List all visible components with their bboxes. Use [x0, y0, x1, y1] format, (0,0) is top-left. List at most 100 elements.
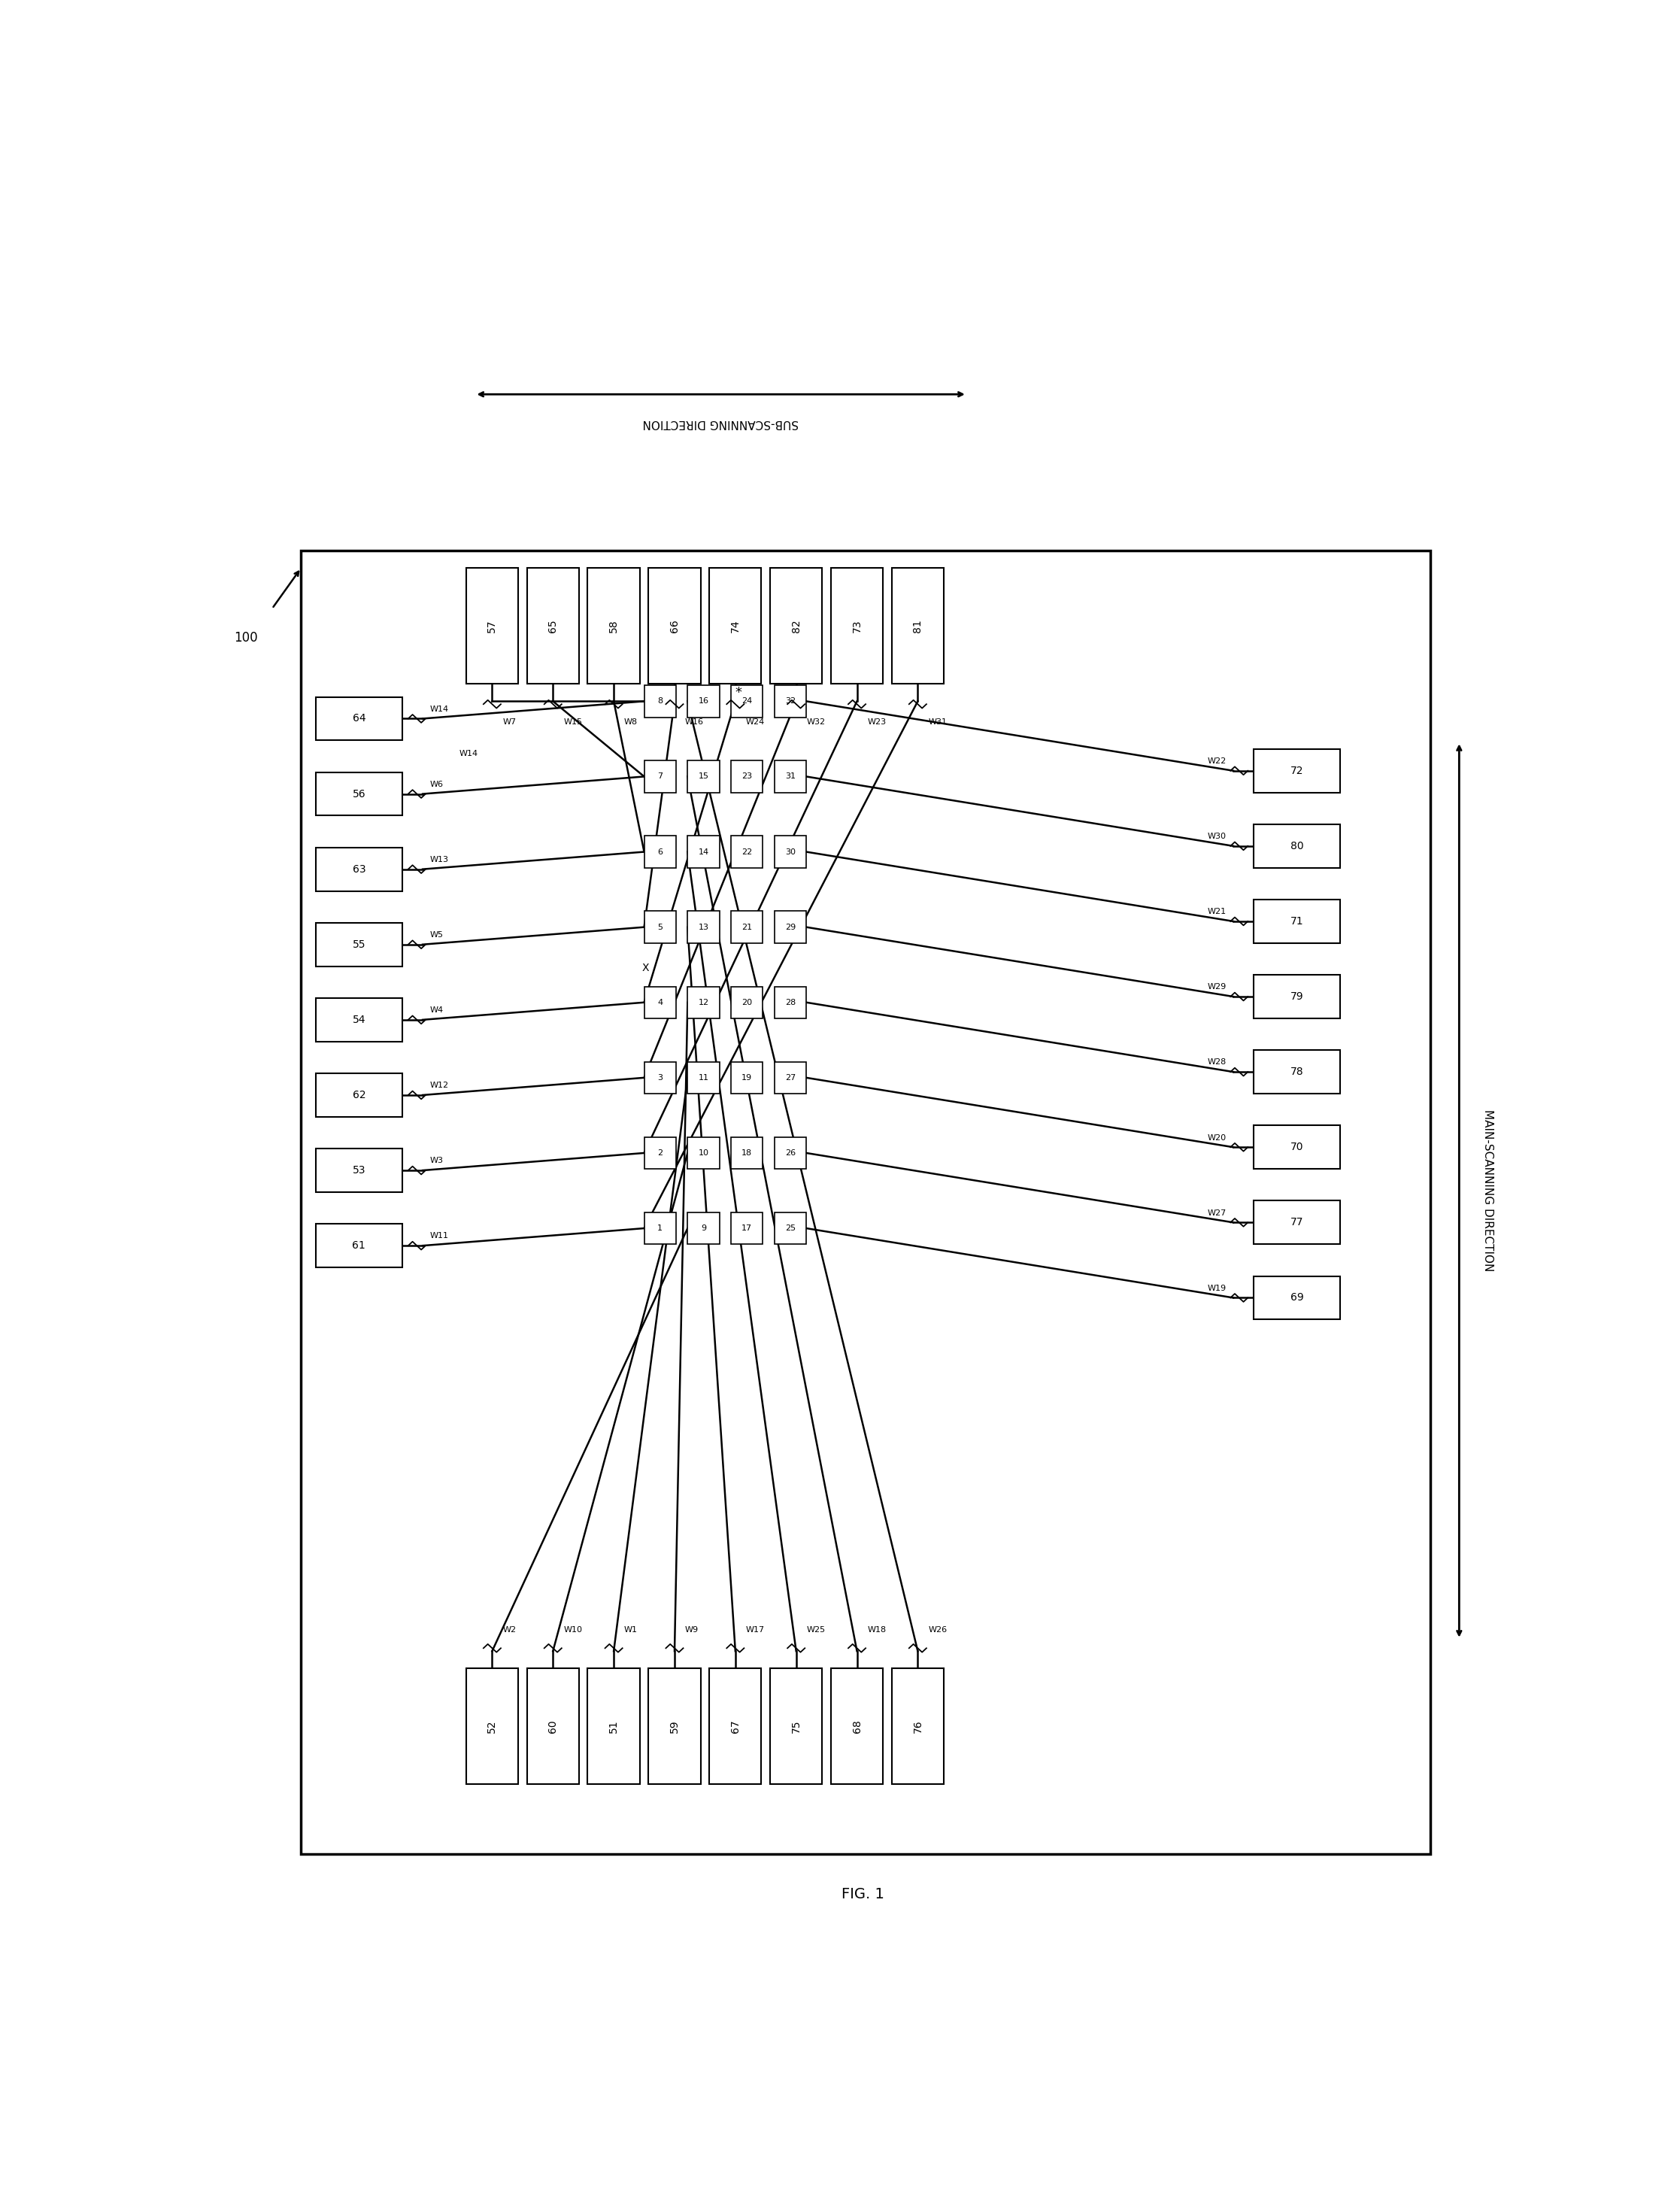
Text: 22: 22 — [741, 847, 753, 856]
Text: W12: W12 — [430, 1082, 449, 1089]
FancyBboxPatch shape — [731, 1137, 763, 1168]
Text: W23: W23 — [867, 719, 887, 726]
FancyBboxPatch shape — [1253, 1201, 1341, 1245]
FancyBboxPatch shape — [832, 1668, 884, 1784]
Text: 11: 11 — [699, 1074, 709, 1082]
FancyBboxPatch shape — [709, 568, 761, 684]
FancyBboxPatch shape — [528, 568, 580, 684]
Text: W18: W18 — [867, 1626, 887, 1635]
FancyBboxPatch shape — [774, 1137, 806, 1168]
Text: 16: 16 — [699, 697, 709, 704]
Text: 76: 76 — [912, 1720, 922, 1734]
FancyBboxPatch shape — [774, 1212, 806, 1245]
Text: W14: W14 — [430, 706, 449, 713]
Text: W9: W9 — [685, 1626, 699, 1635]
Text: 68: 68 — [852, 1720, 862, 1734]
FancyBboxPatch shape — [687, 1063, 719, 1093]
Text: 23: 23 — [741, 772, 753, 781]
FancyBboxPatch shape — [301, 550, 1430, 1855]
Text: 4: 4 — [657, 999, 662, 1005]
FancyBboxPatch shape — [1253, 1049, 1341, 1093]
FancyBboxPatch shape — [465, 568, 517, 684]
Text: 59: 59 — [669, 1720, 680, 1734]
Text: 66: 66 — [669, 618, 680, 634]
FancyBboxPatch shape — [774, 836, 806, 867]
Text: 56: 56 — [353, 788, 366, 799]
FancyBboxPatch shape — [643, 1063, 675, 1093]
Text: 81: 81 — [912, 618, 922, 634]
Text: 64: 64 — [353, 713, 366, 724]
Text: 53: 53 — [353, 1166, 366, 1175]
Text: W19: W19 — [1208, 1285, 1226, 1291]
Text: 24: 24 — [741, 697, 753, 704]
Text: W14: W14 — [460, 750, 479, 757]
Text: 30: 30 — [785, 847, 796, 856]
Text: 7: 7 — [657, 772, 662, 781]
Text: 61: 61 — [353, 1241, 366, 1252]
FancyBboxPatch shape — [687, 986, 719, 1019]
FancyBboxPatch shape — [528, 1668, 580, 1784]
FancyBboxPatch shape — [731, 686, 763, 717]
Text: SUB-SCANNING DIRECTION: SUB-SCANNING DIRECTION — [643, 418, 800, 429]
Text: 15: 15 — [699, 772, 709, 781]
Text: 62: 62 — [353, 1089, 366, 1100]
Text: W15: W15 — [563, 719, 583, 726]
Text: 26: 26 — [785, 1148, 796, 1157]
Text: 12: 12 — [699, 999, 709, 1005]
Text: 77: 77 — [1290, 1217, 1304, 1228]
Text: 79: 79 — [1290, 992, 1304, 1001]
Text: 74: 74 — [731, 620, 741, 634]
FancyBboxPatch shape — [316, 1148, 403, 1192]
FancyBboxPatch shape — [687, 911, 719, 944]
Text: W31: W31 — [927, 719, 948, 726]
Text: 20: 20 — [741, 999, 753, 1005]
Text: 82: 82 — [791, 620, 801, 634]
FancyBboxPatch shape — [731, 1212, 763, 1245]
Text: 100: 100 — [234, 631, 259, 645]
FancyBboxPatch shape — [643, 986, 675, 1019]
FancyBboxPatch shape — [687, 686, 719, 717]
FancyBboxPatch shape — [643, 911, 675, 944]
Text: FIG. 1: FIG. 1 — [842, 1888, 884, 1901]
FancyBboxPatch shape — [643, 686, 675, 717]
Text: 13: 13 — [699, 924, 709, 931]
Text: 67: 67 — [731, 1720, 741, 1734]
Text: X: X — [642, 961, 648, 972]
Text: 31: 31 — [785, 772, 796, 781]
Text: 29: 29 — [785, 924, 796, 931]
Text: 1: 1 — [657, 1225, 662, 1232]
Text: W24: W24 — [746, 719, 764, 726]
Text: 25: 25 — [785, 1225, 796, 1232]
FancyBboxPatch shape — [774, 686, 806, 717]
Text: 54: 54 — [353, 1014, 366, 1025]
Text: 27: 27 — [785, 1074, 796, 1082]
Text: W32: W32 — [806, 719, 825, 726]
Text: W6: W6 — [430, 781, 444, 788]
FancyBboxPatch shape — [588, 568, 640, 684]
Text: MAIN-SCANNING DIRECTION: MAIN-SCANNING DIRECTION — [1482, 1109, 1494, 1272]
Text: W25: W25 — [806, 1626, 825, 1635]
FancyBboxPatch shape — [316, 1223, 403, 1267]
Text: 19: 19 — [741, 1074, 753, 1082]
Text: *: * — [734, 686, 741, 700]
Text: 60: 60 — [548, 1720, 558, 1734]
FancyBboxPatch shape — [316, 922, 403, 966]
Text: 71: 71 — [1290, 915, 1304, 926]
FancyBboxPatch shape — [316, 697, 403, 741]
FancyBboxPatch shape — [731, 761, 763, 792]
Text: 57: 57 — [487, 620, 497, 634]
FancyBboxPatch shape — [774, 986, 806, 1019]
Text: W21: W21 — [1208, 909, 1226, 915]
FancyBboxPatch shape — [892, 568, 944, 684]
FancyBboxPatch shape — [709, 1668, 761, 1784]
FancyBboxPatch shape — [643, 1212, 675, 1245]
FancyBboxPatch shape — [774, 911, 806, 944]
Text: 5: 5 — [657, 924, 662, 931]
FancyBboxPatch shape — [1253, 975, 1341, 1019]
FancyBboxPatch shape — [687, 1212, 719, 1245]
Text: 52: 52 — [487, 1720, 497, 1734]
Text: 58: 58 — [608, 620, 618, 634]
FancyBboxPatch shape — [1253, 900, 1341, 944]
Text: W22: W22 — [1208, 757, 1226, 766]
Text: W2: W2 — [502, 1626, 516, 1635]
